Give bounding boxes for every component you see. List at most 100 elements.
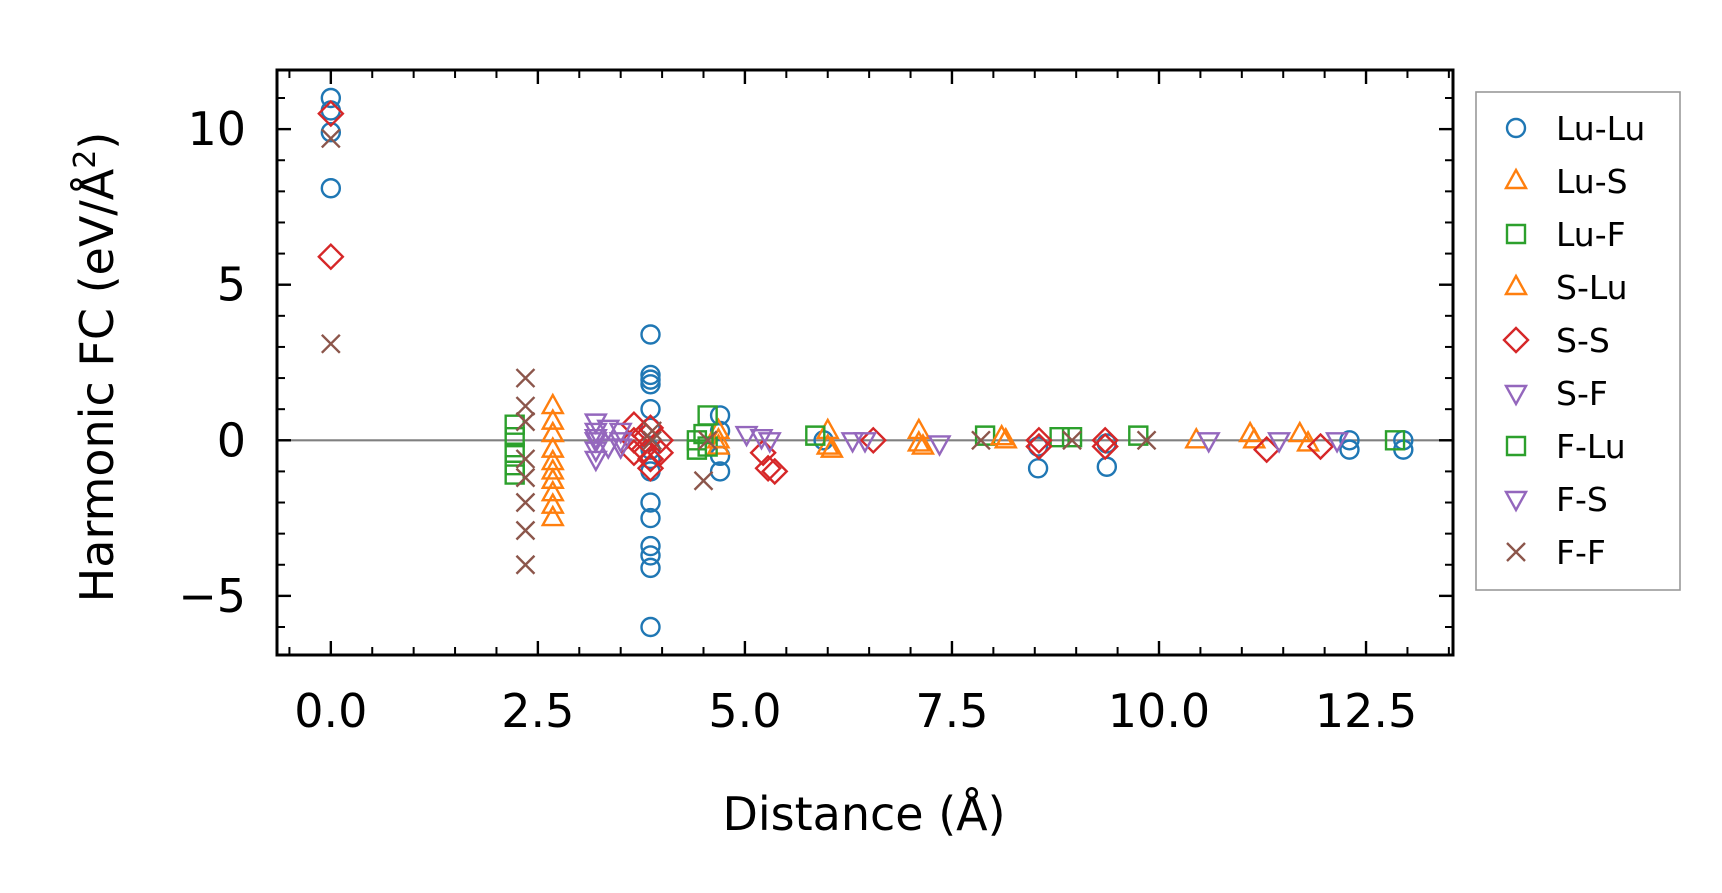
y-tick-label: −5 [178, 569, 246, 623]
series-f-f [320, 128, 1157, 575]
data-point-f-f [642, 421, 663, 441]
data-point-lu-lu [320, 100, 342, 121]
data-point-s-s [1025, 426, 1053, 454]
data-point-f-f [642, 430, 663, 451]
data-point-f-f [515, 411, 536, 432]
data-point-lu-lu [1027, 458, 1049, 479]
data-point-s-lu [819, 436, 844, 458]
y-tick-label: 10 [187, 102, 246, 156]
data-point-s-s [1306, 432, 1335, 461]
data-point-lu-lu [640, 507, 661, 529]
data-point-s-s [646, 426, 675, 454]
x-tick-label: 10.0 [1108, 684, 1210, 738]
data-point-f-lu [693, 423, 714, 445]
data-point-f-f [515, 467, 536, 488]
legend-item-lu-f: Lu-F [1505, 215, 1626, 254]
legend-box [1475, 91, 1681, 591]
data-point-s-f [927, 435, 952, 457]
legend-label-f-s: F-S [1556, 480, 1608, 519]
legend-label-s-f: S-F [1556, 374, 1608, 413]
series-f-lu [693, 423, 1083, 448]
legend-marker-f-lu [1505, 435, 1527, 457]
legend-item-s-lu: S-Lu [1503, 268, 1628, 307]
x-tick-label: 2.5 [501, 684, 574, 738]
legend-marker-lu-f [1505, 223, 1527, 245]
y-axis-label-superscript: 2 [68, 150, 103, 169]
legend-marker-s-lu [1503, 273, 1529, 296]
series-f-s [583, 428, 1350, 454]
data-point-lu-s [993, 426, 1018, 449]
data-point-lu-s [540, 492, 565, 514]
y-axis-label: Harmonic FC (eV/Å2) [68, 132, 124, 603]
data-point-f-f [971, 430, 991, 451]
legend-marker-lu-s [1503, 167, 1529, 190]
legend-item-f-f: F-F [1506, 533, 1606, 572]
data-point-f-f [515, 554, 536, 575]
legend-item-lu-lu: Lu-Lu [1505, 109, 1645, 148]
data-point-s-s [1091, 432, 1119, 461]
data-point-f-s [852, 432, 878, 454]
data-point-s-s [754, 454, 782, 482]
legend-marker-f-f [1506, 542, 1526, 562]
legend-item-s-f: S-F [1503, 374, 1608, 413]
data-point-lu-lu [640, 545, 661, 566]
series-s-s [317, 99, 1335, 486]
data-point-lu-lu [640, 535, 661, 557]
data-point-f-f [320, 333, 341, 354]
legend-item-lu-s: Lu-S [1503, 162, 1628, 201]
legend-label-lu-lu: Lu-Lu [1556, 109, 1645, 148]
data-point-f-f [1136, 430, 1157, 451]
data-point-s-lu [540, 420, 565, 443]
data-point-lu-lu [640, 374, 661, 395]
legend-marker-s-s [1502, 326, 1530, 354]
data-point-s-f [734, 425, 759, 448]
data-point-f-lu [1061, 426, 1083, 448]
data-point-s-f [840, 432, 865, 454]
series-s-f [583, 413, 1221, 473]
legend-item-f-lu: F-Lu [1505, 427, 1626, 466]
data-point-lu-s [540, 479, 565, 502]
data-point-s-lu [540, 457, 565, 480]
data-point-lu-lu [320, 87, 342, 109]
legend-item-f-s: F-S [1503, 480, 1608, 519]
data-point-s-s [317, 243, 345, 271]
data-point-f-f [515, 368, 536, 388]
data-point-f-s [1325, 432, 1350, 454]
data-point-s-f [608, 438, 633, 460]
legend-marker-s-f [1503, 384, 1529, 407]
data-point-f-f [515, 520, 536, 541]
data-point-lu-lu [320, 122, 342, 143]
data-point-f-s [749, 428, 774, 451]
data-point-s-s [1025, 432, 1053, 461]
data-point-lu-lu [320, 178, 342, 199]
data-point-s-s [636, 445, 665, 473]
axes-layer: 0.0 2.5 5.0 7.5 10.0 12.5 −5 0 5 10 [178, 68, 1455, 738]
legend-label-lu-s: Lu-S [1556, 162, 1628, 201]
data-point-f-s [1267, 432, 1292, 454]
data-point-lu-s [540, 504, 565, 527]
data-point-s-s [646, 439, 675, 467]
data-point-lu-s [906, 417, 931, 440]
legend-marker-f-s [1503, 490, 1529, 513]
data-point-s-s [1091, 426, 1119, 454]
y-tick-label: 5 [217, 258, 246, 312]
legend-label-lu-f: Lu-F [1556, 215, 1626, 254]
data-point-f-s [608, 432, 633, 454]
data-point-lu-f [697, 405, 718, 426]
data-point-s-lu [989, 423, 1014, 446]
legend-label-f-lu: F-Lu [1556, 427, 1626, 466]
data-point-f-f [320, 128, 341, 149]
legend-item-s-s: S-S [1502, 321, 1610, 360]
data-point-lu-lu [1339, 439, 1360, 460]
legend: Lu-Lu Lu-S Lu-F S-Lu S-S S-F F-Lu F-S F-F [1475, 91, 1681, 591]
data-point-lu-s [540, 408, 565, 430]
data-point-lu-f [686, 439, 708, 460]
data-point-lu-s [1287, 420, 1312, 443]
data-point-lu-lu [640, 492, 661, 513]
data-point-f-f [515, 396, 536, 416]
data-point-lu-f [1128, 425, 1149, 446]
x-tick-label: 0.0 [294, 684, 367, 738]
data-point-lu-lu [709, 461, 731, 482]
x-axis-label: Distance (Å) [722, 787, 1005, 841]
